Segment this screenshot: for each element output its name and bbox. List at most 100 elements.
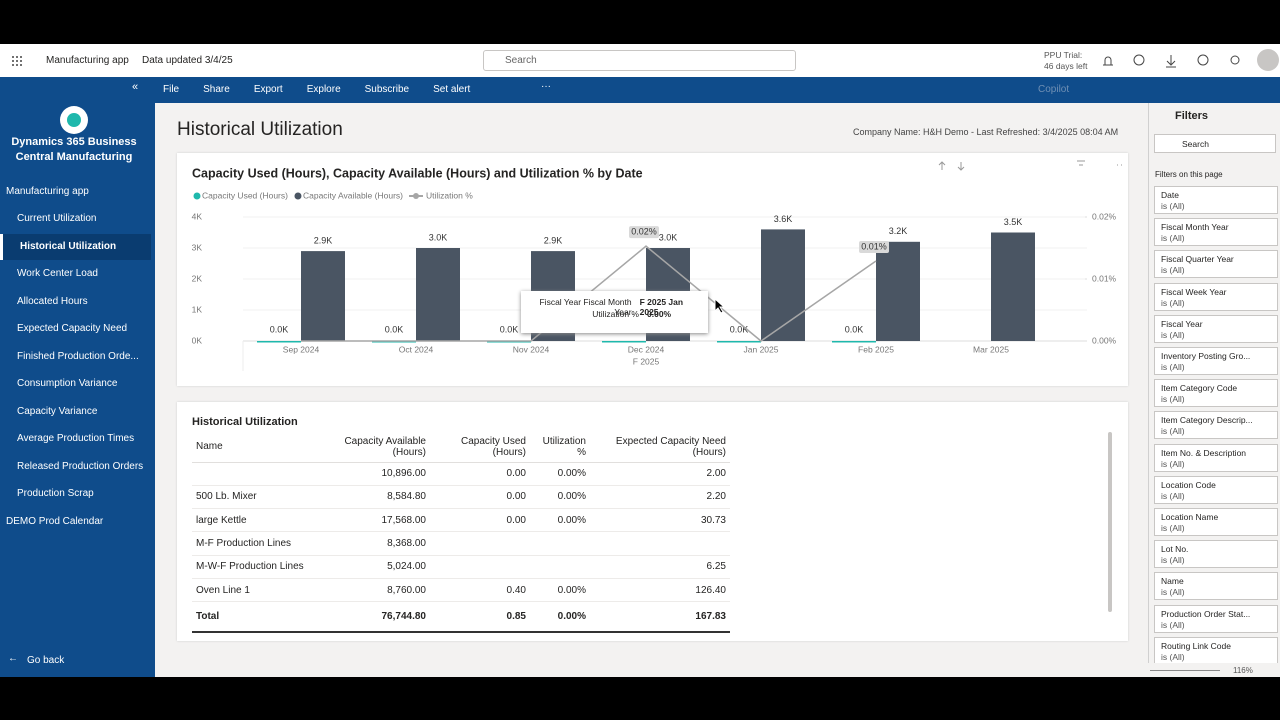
filter-state: is (All): [1161, 555, 1185, 566]
ribbon-item[interactable]: Export: [253, 84, 283, 95]
filter-card[interactable]: Fiscal Quarter Year is (All): [1154, 250, 1278, 279]
cell: 0.00%: [557, 514, 586, 526]
matrix: Name Capacity Available (Hours) Capacity U…: [192, 432, 730, 633]
filter-state: is (All): [1161, 523, 1185, 533]
filter-card[interactable]: Location Code is (All): [1154, 475, 1278, 504]
legend-label: Capacity Available (Hours): [303, 190, 403, 200]
avatar[interactable]: [1257, 49, 1279, 71]
tooltip-key: Fiscal Year Fiscal Month Year: [539, 297, 632, 317]
filter-search[interactable]: Search: [1154, 134, 1276, 153]
status-bar: 116%: [1148, 663, 1280, 677]
nav-section[interactable]: DEMO Prod Calendar: [6, 516, 104, 527]
cell: 0.00: [506, 468, 526, 480]
ribbon-item[interactable]: Subscribe: [364, 84, 410, 95]
data-label: 0.0K: [270, 324, 289, 334]
filter-card[interactable]: Routing Link Code is (All): [1154, 636, 1278, 663]
tooltip-row: Fiscal Year Fiscal Month Year F 2025 Jan …: [529, 297, 700, 317]
ribbon-item[interactable]: File: [163, 84, 180, 95]
ribbon-item[interactable]: Share: [203, 84, 230, 95]
filter-name: Lot No.: [1161, 544, 1189, 555]
filter-state: is (All): [1161, 233, 1185, 244]
y-tick-label: 1K: [192, 304, 203, 314]
cell: M-W-F Production Lines: [196, 561, 304, 573]
nav-item[interactable]: Production Scrap: [17, 488, 94, 499]
filter-card[interactable]: Fiscal Week Year is (All): [1154, 282, 1278, 311]
cell: 0.00: [506, 514, 526, 526]
legend-marker: [294, 192, 302, 200]
filter-card[interactable]: Production Order Stat... is (All): [1154, 604, 1278, 633]
filter-name: Inventory Posting Gro...: [1161, 351, 1251, 361]
data-label: 3.2K: [889, 226, 908, 236]
collapse[interactable]: «: [132, 81, 139, 93]
nav-item[interactable]: Expected Capacity Need: [17, 323, 128, 334]
total-cell: 167.83: [695, 611, 726, 623]
nav-item[interactable]: Current Utilization: [17, 213, 97, 224]
x-tick-label: Dec 2024: [628, 344, 665, 354]
nav-item[interactable]: Work Center Load: [17, 268, 98, 279]
filter-card[interactable]: Name is (All): [1154, 572, 1278, 601]
filter-card[interactable]: Inventory Posting Gro... is (All): [1154, 347, 1278, 375]
cell: 500 Lb. Mixer: [196, 491, 257, 503]
nav-item[interactable]: Historical Utilization: [0, 233, 151, 260]
back-arrow: ←: [8, 653, 18, 664]
nav-item[interactable]: Released Production Orders: [17, 460, 144, 472]
filter-card[interactable]: Item No. & Description is (All): [1154, 443, 1278, 472]
zoom[interactable]: 116%: [1233, 666, 1253, 675]
app-launcher[interactable]: [11, 55, 23, 67]
trial-days: 46 days left: [1044, 61, 1088, 71]
y2-tick-label: 0.02%: [1092, 211, 1117, 221]
search-box[interactable]: Search: [483, 50, 796, 71]
filter-state: is (All): [1161, 329, 1185, 340]
nav-item[interactable]: Consumption Variance: [17, 378, 118, 389]
data-label: 3.0K: [429, 232, 448, 242]
company-info: Company Name: H&H Demo - Last Refreshed:…: [853, 127, 1119, 137]
nav-item[interactable]: Capacity Variance: [17, 405, 98, 417]
filter-name: Location Name: [1161, 512, 1219, 522]
cell: 6.25: [706, 561, 726, 573]
top-icons[interactable]: [1100, 53, 1260, 69]
filter-card[interactable]: Item Category Descrip... is (All): [1154, 411, 1278, 440]
total-cell: 76,744.80: [381, 611, 427, 623]
nav-title: Dynamics 365 Business Central Manufactur…: [11, 136, 137, 163]
total-cell: 0.85: [506, 611, 526, 623]
copilot[interactable]: Copilot: [1038, 84, 1070, 95]
filter-card[interactable]: Lot No. is (All): [1154, 540, 1278, 569]
cell: [530, 555, 590, 578]
filter-card[interactable]: Location Name is (All): [1154, 508, 1278, 536]
y2-tick-label: 0.01%: [1092, 273, 1117, 283]
cell: 0.00%: [557, 468, 586, 480]
data-label: 3.5K: [1004, 217, 1023, 227]
filter-name: Location Code: [1161, 479, 1216, 490]
go-back[interactable]: Go back: [27, 655, 65, 666]
filter-card[interactable]: Fiscal Year is (All): [1154, 314, 1278, 343]
bar: [717, 341, 761, 343]
column-header: Capacity Used (Hours): [460, 435, 526, 458]
tooltip-row: Utilization % 0.00%: [529, 309, 700, 321]
legend-label: Utilization %: [426, 190, 473, 200]
table-row: M-F Production Lines 8,368.00: [192, 532, 730, 556]
filter-card[interactable]: Item Category Code is (All): [1154, 379, 1278, 408]
ribbon-item[interactable]: Explore: [306, 84, 341, 95]
ribbon-item[interactable]: Set alert: [433, 84, 471, 95]
nav-item[interactable]: Average Production Times: [17, 433, 135, 444]
bar: [257, 341, 301, 343]
cell: [590, 532, 730, 555]
visual-icons[interactable]: [938, 160, 1122, 171]
scrollbar[interactable]: [1108, 432, 1112, 612]
ribbon: File Share Export Explore Subscribe Set alert…: [0, 77, 1280, 103]
cell: Oven Line 1: [196, 584, 250, 596]
more[interactable]: ···: [541, 81, 551, 92]
bar: [876, 241, 920, 341]
cell: 5,024.00: [387, 561, 426, 573]
filter-card[interactable]: Fiscal Month Year is (All): [1154, 218, 1278, 247]
data-label: 2.9K: [544, 235, 563, 245]
nav-item[interactable]: Allocated Hours: [17, 295, 88, 307]
table-row: 500 Lb. Mixer 8,584.80 0.00 0.00% 2.20: [192, 485, 730, 509]
nav-item[interactable]: Finished Production Orde...: [17, 350, 139, 362]
filter-card[interactable]: Date is (All): [1154, 186, 1278, 214]
app-name[interactable]: Manufacturing app: [46, 55, 129, 66]
data-updated[interactable]: Data updated 3/4/25: [142, 55, 233, 66]
filter-name: Item No. & Description: [1161, 447, 1247, 458]
data-label: 0.0K: [845, 324, 864, 334]
nav-section[interactable]: Manufacturing app: [6, 186, 89, 197]
